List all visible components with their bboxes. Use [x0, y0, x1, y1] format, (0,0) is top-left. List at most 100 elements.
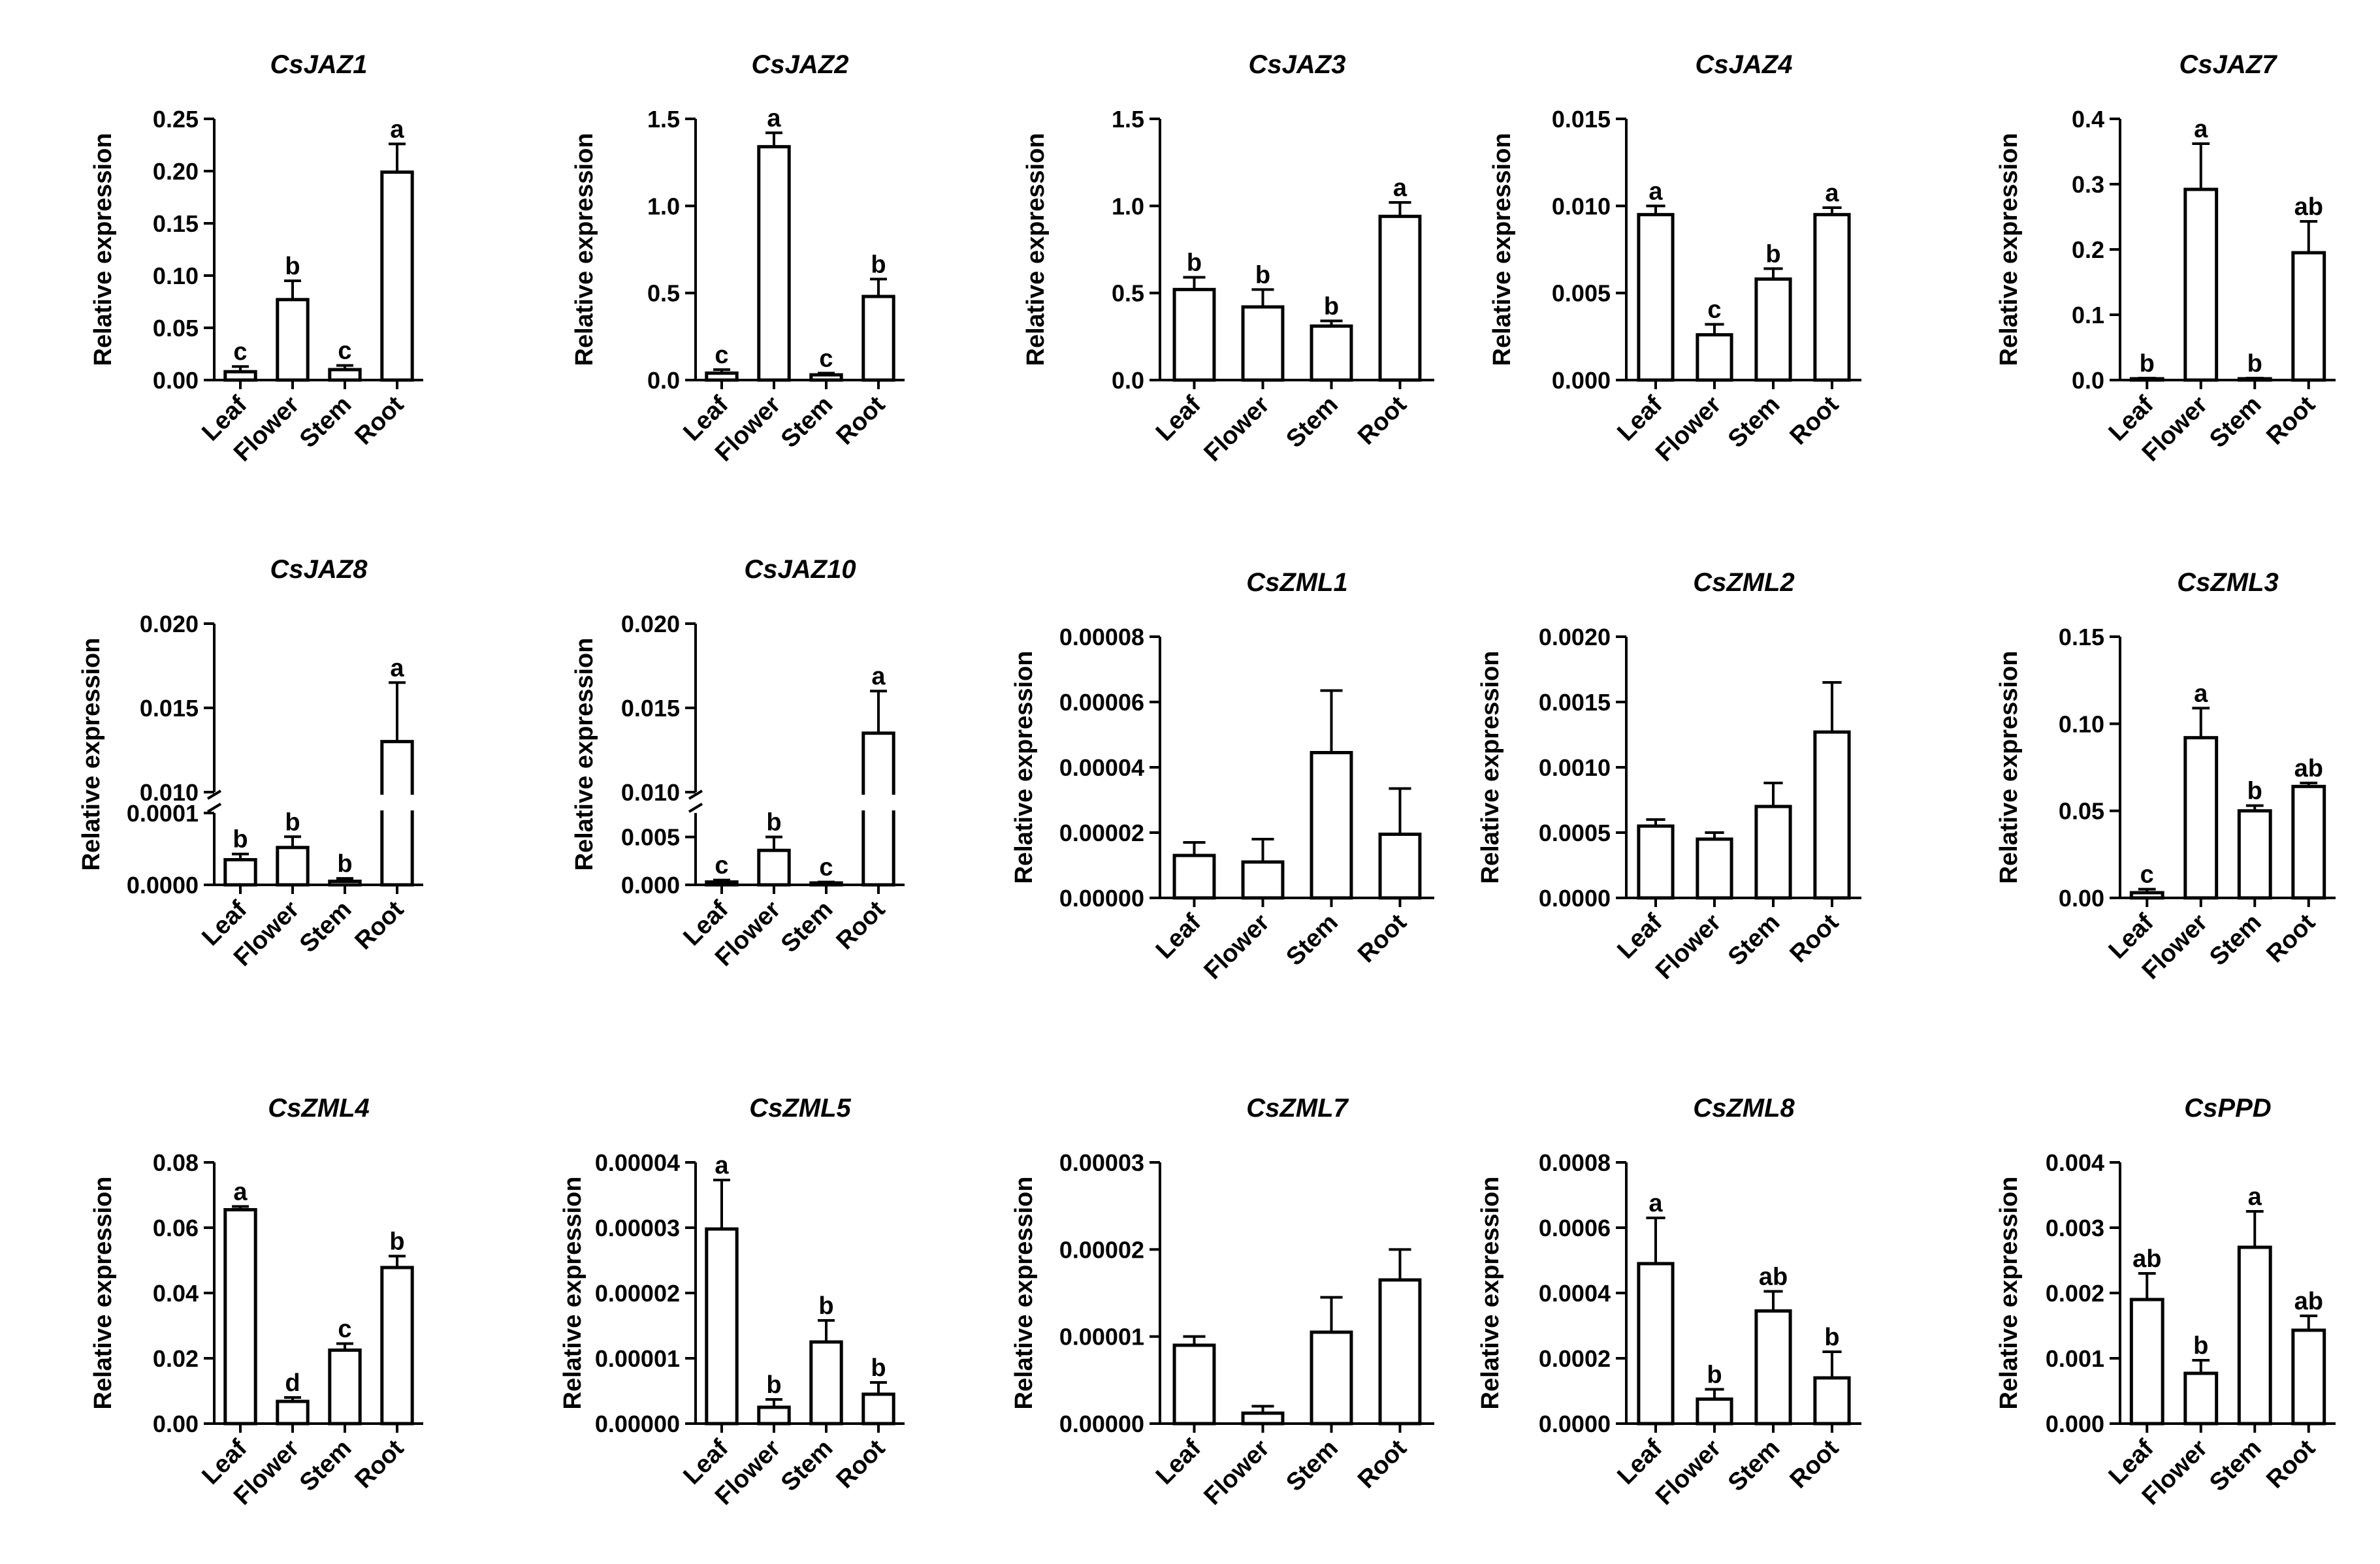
y-tick-label: 0.00001 [595, 1345, 680, 1372]
significance-letter: a [871, 663, 886, 690]
bar-break-gap [379, 795, 415, 810]
bar-leaf [705, 880, 739, 887]
y-tick-label: 0.0015 [1539, 689, 1611, 716]
x-tick-label: Root [2261, 391, 2321, 450]
significance-letter: c [2140, 861, 2154, 889]
y-axis-label: Relative expression [78, 638, 105, 871]
panel-cszml5: CsZML5 0.00000 0.00001 0.00002 0.00003 0.0000… [559, 1094, 905, 1510]
chart-title: CsZML4 [268, 1094, 370, 1123]
bar-flower [276, 298, 310, 382]
bar-flower [2183, 187, 2219, 382]
bar-root [2291, 1328, 2326, 1426]
y-tick-label: 0.015 [140, 695, 199, 722]
x-tick-label: Stem [2204, 391, 2266, 453]
bar-flower [276, 846, 310, 887]
panel-cszml1: CsZML1 0.00000 0.00002 0.00004 0.00006 0.0000… [1010, 568, 1434, 985]
bar-flower [757, 848, 791, 887]
x-tick-label: Stem [1723, 1435, 1785, 1497]
y-tick-label: 0.005 [621, 824, 680, 851]
significance-letter: b [389, 1228, 404, 1256]
panel-csjaz1: CsJAZ1 0.00 0.05 0.10 0.15 0.20 0.25 Relative e… [89, 50, 423, 467]
bar-leaf [1172, 287, 1216, 382]
y-tick-label: 0.00000 [595, 1411, 680, 1437]
axis-break-mark [688, 790, 703, 800]
bar-stem [328, 880, 362, 887]
y-tick-label: 0.00002 [1059, 820, 1144, 846]
bar-root [380, 170, 414, 382]
x-tick-label: Stem [2204, 1435, 2266, 1497]
x-tick-label: Stem [1281, 1435, 1343, 1497]
y-tick-label: 0.001 [2046, 1345, 2104, 1372]
y-tick-label: 0.0000 [1539, 1411, 1611, 1437]
y-tick-label: 0.0 [647, 367, 680, 394]
significance-letter: a [1648, 1190, 1663, 1217]
y-tick-label: 0.00002 [1059, 1236, 1144, 1263]
x-tick-label: Root [831, 391, 890, 450]
significance-letter: a [233, 1179, 248, 1206]
y-axis-label: Relative expression [559, 1177, 587, 1410]
bar-break-gap [860, 795, 897, 810]
significance-letter: c [819, 345, 833, 372]
x-tick-label: Root [349, 391, 409, 450]
significance-letter: a [1648, 178, 1663, 205]
y-tick-label: 0.00004 [1059, 754, 1144, 781]
panel-csjaz3: CsJAZ3 0.0 0.5 1.0 1.5 Relative expression b Le… [1022, 50, 1434, 467]
y-tick-label: 0.003 [2046, 1215, 2104, 1241]
x-tick-label: Root [349, 1434, 409, 1493]
significance-letter: ab [1759, 1264, 1788, 1291]
bar-root [2291, 251, 2326, 382]
significance-letter: ab [2294, 1288, 2323, 1315]
significance-letter: a [715, 1152, 729, 1179]
y-tick-label: 0.0000 [127, 872, 199, 899]
significance-letter: b [285, 808, 300, 836]
y-tick-label: 1.5 [647, 106, 680, 133]
x-tick-label: Leaf [1151, 908, 1206, 964]
x-tick-label: Stem [776, 1435, 838, 1497]
significance-letter: b [337, 850, 352, 878]
y-tick-label: 0.015 [621, 695, 680, 722]
bar-leaf [2129, 1298, 2164, 1426]
y-axis-label: Relative expression [1488, 133, 1516, 366]
x-tick-label: Stem [1723, 909, 1785, 971]
y-tick-label: 0.00 [153, 1411, 199, 1437]
x-tick-label: Root [1353, 391, 1412, 450]
bar-stem [1310, 324, 1353, 382]
chart-title: CsJAZ3 [1249, 50, 1346, 79]
x-tick-label: Stem [295, 1435, 357, 1497]
chart-title: CsZML7 [1246, 1094, 1349, 1123]
y-tick-label: 0.00 [2059, 885, 2104, 912]
y-axis-label: Relative expression [1010, 651, 1038, 884]
significance-letter: b [871, 1354, 886, 1382]
panel-cszml8: CsZML8 0.0000 0.0002 0.0004 0.0006 0.0008 Rela… [1477, 1094, 1861, 1510]
y-axis-label: Relative expression [89, 1177, 117, 1410]
chart-title: CsJAZ7 [2179, 50, 2278, 79]
y-tick-label: 0.10 [2059, 710, 2104, 737]
y-tick-label: 0.06 [153, 1215, 199, 1241]
significance-letter: b [2193, 1332, 2208, 1360]
y-tick-label: 0.1 [2072, 302, 2104, 328]
panel-csjaz7: CsJAZ7 0.0 0.1 0.2 0.3 0.4 Relative expression… [1995, 50, 2336, 467]
chart-title: CsZML3 [2177, 568, 2279, 597]
significance-letter: a [1393, 174, 1407, 202]
y-tick-label: 0.00002 [595, 1280, 680, 1307]
significance-letter: b [766, 1371, 781, 1399]
chart-title: CsZML8 [1693, 1094, 1795, 1123]
y-tick-label: 0.5 [1112, 280, 1144, 307]
panel-cszml4: CsZML4 0.00 0.02 0.04 0.06 0.08 Relative expre… [89, 1094, 423, 1510]
y-tick-label: 0.25 [153, 106, 199, 133]
axis-break-mark [206, 790, 222, 800]
bar-stem [1310, 751, 1353, 900]
significance-letter: b [1824, 1324, 1839, 1351]
y-axis-label: Relative expression [1995, 651, 2023, 884]
x-tick-label: Flower [1650, 1435, 1726, 1510]
significance-letter: b [1707, 1362, 1722, 1389]
y-tick-label: 0.000 [2046, 1411, 2104, 1437]
bar-flower [2183, 736, 2219, 900]
y-tick-label: 0.08 [153, 1149, 199, 1176]
y-tick-label: 0.004 [2046, 1149, 2104, 1176]
significance-letter: ab [2294, 193, 2323, 221]
chart-title: CsJAZ8 [270, 555, 368, 584]
significance-letter: b [233, 826, 248, 854]
significance-letter: b [1765, 240, 1780, 268]
